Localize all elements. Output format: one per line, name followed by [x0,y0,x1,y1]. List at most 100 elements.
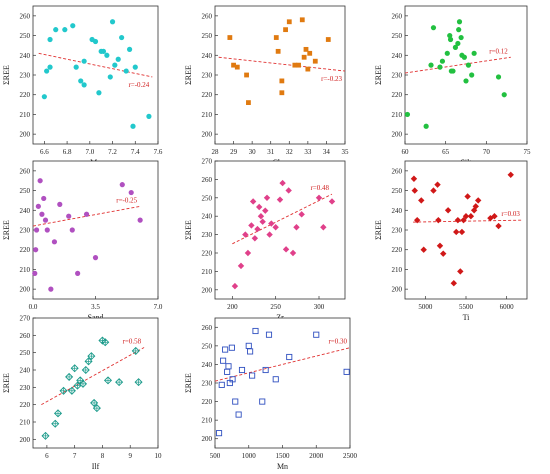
x-tick-label: 2000 [309,452,324,460]
data-point [315,194,323,201]
data-point [131,346,140,355]
trend-line [38,52,153,78]
data-point [273,35,279,40]
data-point [51,239,58,245]
data-point [32,270,38,276]
y-tick-label: 220 [202,91,213,99]
data-point [259,398,266,405]
plot-frame [32,160,159,300]
data-point [247,348,254,355]
y-tick-label: 270 [202,158,213,166]
data-point [343,368,350,375]
data-point [279,179,286,187]
y-tick-label: 240 [392,52,403,60]
data-point [41,94,47,100]
data-point [41,195,47,202]
y-tick-label: 200 [202,435,213,443]
data-point [450,68,456,74]
correlation-label: r=-0.25 [116,196,137,204]
data-point [62,27,68,33]
data-point [115,56,121,62]
data-point [229,376,236,383]
x-tick-label: 500 [210,452,221,460]
data-point [246,100,251,105]
data-point [495,222,502,230]
y-tick-label: 240 [202,52,213,60]
data-point [307,50,313,56]
data-point [262,207,269,214]
data-point [458,34,464,41]
plot-frame [214,5,346,145]
data-point [66,213,72,219]
trend-line [413,219,523,223]
data-point [78,379,88,388]
data-point [251,235,259,242]
data-point [286,19,292,25]
y-tick-label: 200 [20,436,31,444]
trend-line [404,56,511,74]
trend-line [232,193,333,245]
data-point [244,249,252,257]
data-point [447,32,453,39]
y-tick-label: 250 [202,194,213,202]
y-tick-label: 220 [20,401,31,409]
data-point [87,352,96,361]
data-point [439,58,446,64]
data-point [461,54,467,60]
y-tick-label: 260 [202,324,213,332]
data-point [57,201,63,207]
x-tick-label: 300 [314,303,325,311]
data-point [134,378,143,387]
panel-mz: 6.66.87.07.27.47.6200210220230240250260M… [2,5,163,167]
data-point [272,376,279,383]
data-point [51,419,60,428]
x-tick-label: 200 [227,303,238,311]
y-tick-label: 240 [392,207,403,215]
data-point [423,123,429,129]
y-tick-label: 250 [202,342,213,350]
x-tick-label: 32 [286,148,294,156]
x-tick-label: 60 [402,148,410,156]
y-tick-label: 230 [202,380,213,388]
data-point [296,62,301,68]
data-point [495,74,502,80]
data-point [434,181,441,188]
data-point [70,364,79,373]
y-tick-label: 220 [202,250,213,258]
x-tick-label: 1000 [242,452,257,460]
data-point [455,40,461,47]
data-point [47,64,53,70]
data-point [37,178,43,184]
panel-mn: 500 1000 1500 2000 2500 200 210 220 230 240 250 260… [184,317,358,471]
y-axis-label: ΣREE [184,373,193,393]
y-tick-label: 230 [392,227,403,235]
data-point [90,398,99,407]
data-point [137,217,143,223]
y-axis-label: ΣREE [2,220,11,240]
data-point [92,255,99,261]
data-point [259,218,266,225]
data-point [227,35,233,40]
data-point [75,270,81,276]
y-tick-label: 210 [202,268,213,276]
data-point [249,198,257,205]
data-point [475,197,482,204]
data-point [237,262,245,270]
y-tick-label: 210 [202,111,213,119]
x-tick-label: 10 [155,452,163,460]
data-point [472,203,479,210]
y-axis-label: ΣREE [374,65,383,85]
x-tick-label: 9 [128,452,132,460]
data-point [279,78,285,84]
data-point [53,409,63,418]
data-point [257,213,265,220]
x-axis-label: Mn [277,462,288,471]
data-point [78,78,84,84]
y-tick-label: 260 [20,167,31,175]
data-point [469,72,475,78]
y-axis-label: ΣREE [2,373,11,393]
x-tick-label: 35 [342,148,350,156]
x-tick-label: 70 [483,148,491,156]
y-tick-label: 230 [20,227,31,235]
data-point [456,27,462,33]
